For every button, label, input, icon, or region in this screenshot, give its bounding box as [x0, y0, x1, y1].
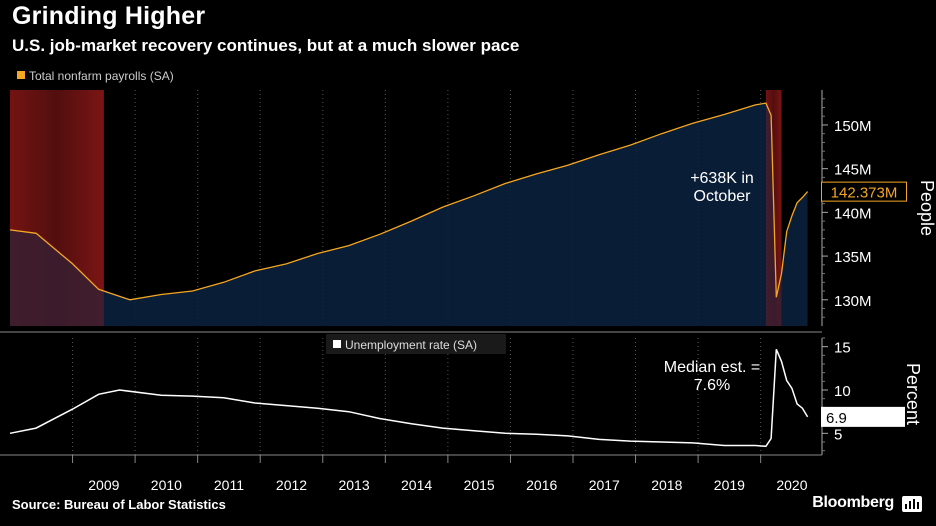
payrolls-panel: 130M 135M 140M 145M 150M People 142.373M +638K … [0, 69, 936, 333]
legend-label: Unemployment rate (SA) [345, 338, 477, 352]
annotation-line: +638K in [690, 170, 754, 187]
x-tick-label: 2011 [214, 477, 244, 493]
legend-swatch [17, 71, 25, 79]
x-tick-label: 2015 [464, 477, 495, 493]
y-tick-label: 150M [834, 118, 872, 135]
payrolls-line [9, 102, 809, 301]
x-tick-label: 2020 [776, 477, 807, 493]
unemployment-panel: 5 10 15 Percent 6.9 Median est. =7.6% Unemploy… [9, 334, 923, 455]
annotation-line: October [694, 188, 752, 205]
y-tick-label: 130M [834, 293, 872, 310]
chart-title: Grinding Higher [12, 2, 206, 30]
y-tick-label: 10 [834, 383, 851, 400]
x-tick-label: 2019 [714, 477, 745, 493]
chart-subtitle: U.S. job-market recovery continues, but … [12, 36, 520, 55]
x-axis: 2009 2010 2011 2012 2013 2014 2015 2016 2017 2018… [0, 454, 822, 493]
source-note: Source: Bureau of Labor Statistics [12, 497, 226, 512]
x-tick-label: 2018 [651, 477, 682, 493]
annotation-line: 7.6% [694, 377, 730, 394]
last-value-badge-inner [822, 182, 906, 201]
legend-box [326, 334, 506, 354]
last-value-badge [821, 406, 905, 427]
annotation-line: Median est. = [664, 359, 761, 376]
x-tick-label: 2014 [401, 477, 432, 493]
y-tick-label: 135M [834, 249, 872, 266]
y-tick-label: 5 [834, 426, 842, 443]
x-tick-label: 2016 [526, 477, 557, 493]
y-tick-label: 15 [834, 340, 851, 357]
x-tick-label: 2010 [151, 477, 182, 493]
last-value-label: 142.373M [831, 185, 898, 202]
y-tick-label: 145M [834, 162, 872, 179]
y-axis-label: People [917, 180, 936, 236]
y-tick-label: 140M [834, 205, 872, 222]
x-tick-label: 2017 [589, 477, 620, 493]
x-tick-label: 2013 [338, 477, 369, 493]
recession-overlay [10, 90, 104, 326]
legend-label: Total nonfarm payrolls (SA) [29, 69, 174, 83]
bloomberg-logo: Bloomberg [812, 494, 894, 511]
legend-swatch [333, 340, 341, 348]
last-value-label: 6.9 [826, 410, 847, 427]
payrolls-area [10, 103, 808, 326]
x-tick-label: 2012 [276, 477, 307, 493]
terminal-icon [902, 496, 922, 512]
unemployment-line [9, 349, 809, 448]
x-tick-label: 2009 [88, 477, 119, 493]
y-axis-label: Percent [903, 363, 923, 425]
